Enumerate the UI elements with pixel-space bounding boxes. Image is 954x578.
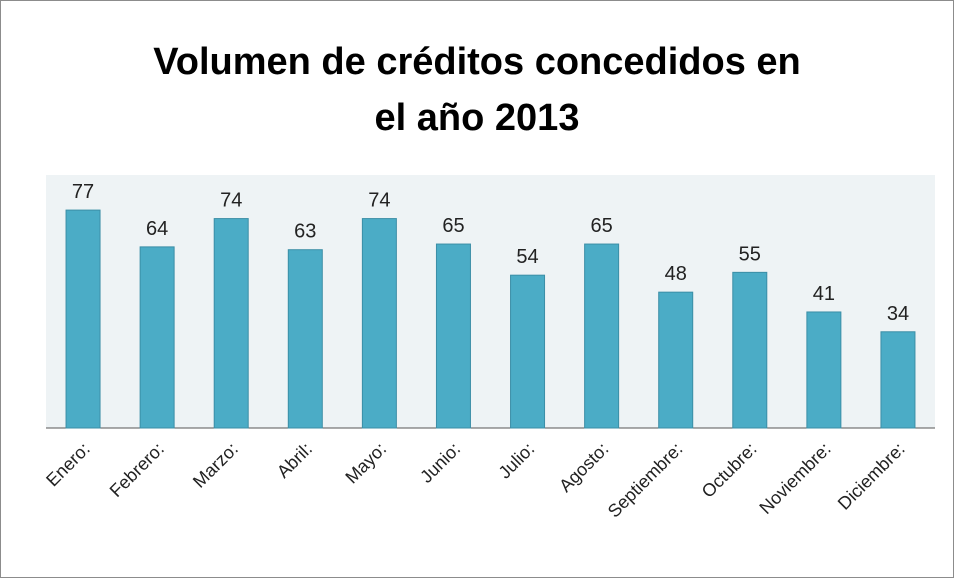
- data-label: 54: [516, 246, 538, 268]
- x-tick-label: Junio:: [416, 439, 464, 487]
- bar: [880, 331, 916, 429]
- data-label: 64: [146, 218, 168, 240]
- bar: [658, 291, 694, 429]
- bar: [213, 218, 249, 429]
- data-label: 34: [887, 303, 909, 325]
- x-tick-label: Octubre:: [698, 439, 761, 502]
- bar: [806, 311, 842, 429]
- data-label: 63: [294, 221, 316, 243]
- x-tick-label: Diciembre:: [834, 439, 909, 514]
- data-label: 74: [368, 190, 390, 212]
- data-label: 77: [72, 181, 94, 203]
- bar: [287, 249, 323, 429]
- chart-title: Volumen de créditos concedidos en el año…: [153, 41, 801, 139]
- data-label: 74: [220, 190, 242, 212]
- data-label: 48: [665, 263, 687, 285]
- data-label: 41: [813, 283, 835, 305]
- data-label: 65: [442, 215, 464, 237]
- plot-area: [46, 175, 935, 428]
- bar: [584, 243, 620, 429]
- x-tick-label: Septiembre:: [604, 439, 687, 522]
- x-tick-label: Mayo:: [341, 439, 390, 488]
- x-tick-label: Abril:: [273, 439, 316, 482]
- x-tick-label: Febrero:: [106, 439, 168, 501]
- x-tick-label: Enero:: [42, 439, 94, 491]
- x-tick-label: Julio:: [495, 439, 539, 483]
- bar: [732, 271, 768, 429]
- bar: [435, 243, 471, 429]
- bar: [139, 246, 175, 429]
- x-tick-label: Agosto:: [555, 439, 612, 496]
- x-tick-label: Marzo:: [189, 439, 242, 492]
- data-label: 65: [591, 215, 613, 237]
- bar: [65, 209, 101, 429]
- data-label: 55: [739, 243, 761, 265]
- x-tick-label: Noviembre:: [755, 439, 834, 518]
- bar: [510, 274, 546, 429]
- bar: [361, 218, 397, 429]
